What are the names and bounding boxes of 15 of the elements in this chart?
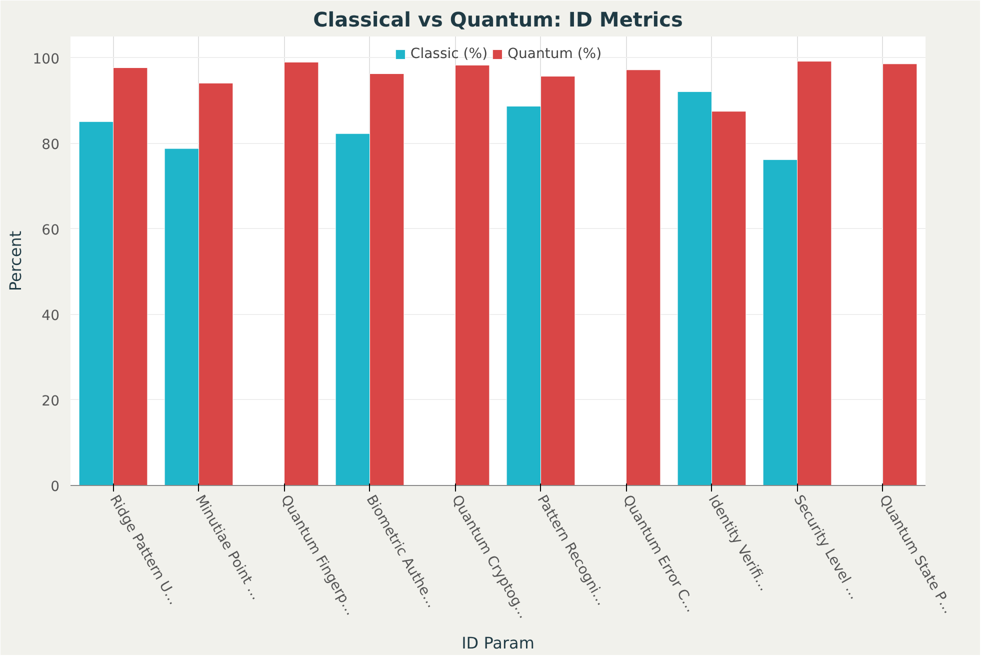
bar	[284, 62, 319, 486]
bar	[455, 64, 490, 486]
y-tick-label: 0	[50, 479, 60, 495]
bar	[626, 70, 661, 486]
legend-label: Quantum (%)	[508, 46, 602, 62]
x-axis-title: ID Param	[462, 633, 534, 652]
y-tick-label: 20	[42, 393, 60, 410]
legend-label: Classic (%)	[410, 46, 488, 62]
y-tick-label: 40	[42, 308, 60, 324]
y-tick-label: 80	[42, 136, 60, 153]
y-tick-label: 100	[32, 51, 60, 68]
chart-title: Classical vs Quantum: ID Metrics	[313, 8, 683, 32]
y-tick-label: 60	[42, 222, 60, 238]
bar	[882, 64, 918, 486]
y-axis-title: Percent	[6, 230, 25, 292]
